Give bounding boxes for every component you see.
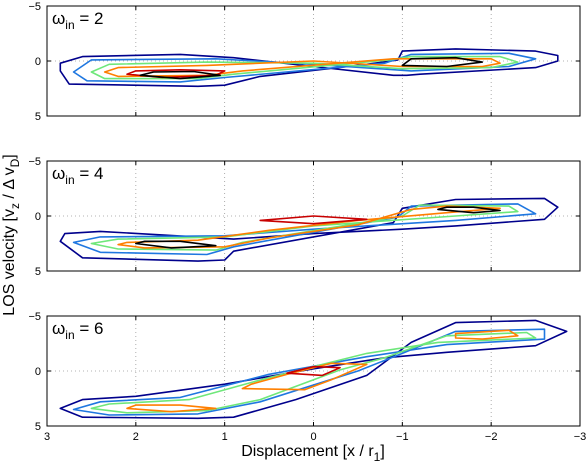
contour-level-7 <box>401 56 484 68</box>
contour-level-4 <box>126 404 217 413</box>
x-axis-title: Displacement [x / r1] <box>241 443 385 464</box>
x-tick-label: 1 <box>222 431 228 443</box>
contour-level-3 <box>90 331 537 414</box>
contour-level-5 <box>241 362 368 391</box>
y-tick-label: 5 <box>35 266 41 278</box>
panel-label: ωin = 6 <box>52 319 103 342</box>
panel-2: −5 0 5 ωin = 4 <box>28 156 581 278</box>
y-tick-label: 0 <box>35 366 41 378</box>
contour-level-7 <box>437 206 501 214</box>
y-tick-label: −5 <box>28 311 41 323</box>
y-tick-label: 5 <box>35 421 41 433</box>
contour-level-5 <box>259 215 368 225</box>
panel-1: −5 0 5 ωin = 2 <box>28 1 581 123</box>
y-tick-label: 0 <box>35 211 41 223</box>
y-tick-label: 0 <box>35 56 41 68</box>
y-axis-title: LOS velocity [vz / Δ vD] <box>1 154 22 315</box>
contour-level-6 <box>139 70 221 80</box>
y-tick-label: 5 <box>35 111 41 123</box>
contour-level-3 <box>90 55 519 80</box>
y-tick-label: −5 <box>28 156 41 168</box>
panel-3: −5 0 53 2 1 0 −1 −2 −3 ωin = 6 <box>28 311 586 443</box>
x-tick-label: −1 <box>396 431 409 443</box>
contour-level-7 <box>286 365 341 377</box>
contour-level-6 <box>454 329 519 340</box>
contour-level-2 <box>72 52 537 83</box>
contour-level-1 <box>59 319 568 420</box>
x-tick-label: −3 <box>574 431 587 443</box>
x-tick-label: 0 <box>310 431 316 443</box>
contour-level-2 <box>72 328 546 416</box>
panel-label: ωin = 2 <box>52 9 103 32</box>
panel-label: ωin = 4 <box>52 164 103 187</box>
x-tick-label: 3 <box>44 431 50 443</box>
x-tick-label: −2 <box>485 431 498 443</box>
contour-level-6 <box>135 240 217 249</box>
x-tick-label: 2 <box>133 431 139 443</box>
y-tick-label: −5 <box>28 1 41 13</box>
contour-level-1 <box>59 48 559 88</box>
